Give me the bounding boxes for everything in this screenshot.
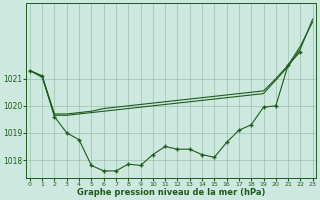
X-axis label: Graphe pression niveau de la mer (hPa): Graphe pression niveau de la mer (hPa) — [77, 188, 266, 197]
